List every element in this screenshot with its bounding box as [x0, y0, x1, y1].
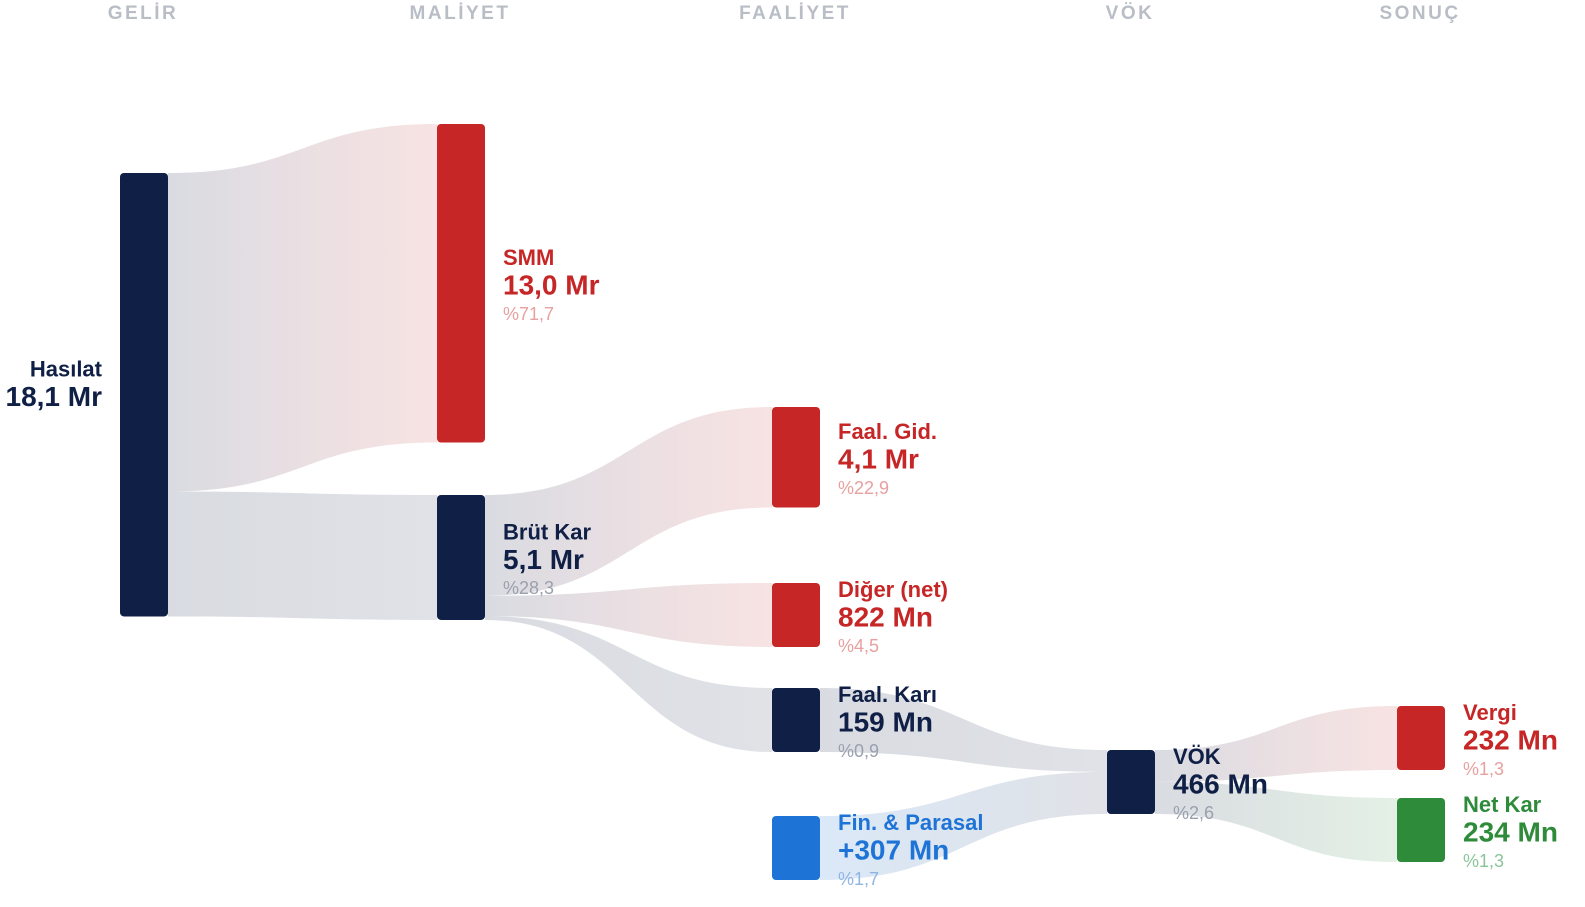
chart: Hasılat18,1 Mr SMM13,0 Mr %71,7 Brüt Kar5,1… [0, 0, 1585, 907]
flow [168, 124, 437, 492]
column-title: GELİR [108, 3, 179, 24]
node-name: Vergi [1463, 700, 1517, 725]
node-value: 822 Mn [838, 601, 933, 632]
node [1107, 750, 1155, 814]
node-name: Net Kar [1463, 792, 1542, 817]
node-name: SMM [503, 245, 554, 270]
node-value: +307 Mn [838, 834, 949, 865]
node [772, 583, 820, 647]
node-name: Faal. Gid. [838, 419, 937, 444]
node-share: %22,9 [838, 478, 889, 498]
column-title: FAALİYET [739, 3, 851, 24]
page: {"chart_data": {"type": "sankey", "colum… [0, 0, 1585, 907]
node-share: %1,3 [1463, 759, 1504, 779]
node [1397, 706, 1445, 770]
node-value: 4,1 Mr [838, 444, 919, 475]
node [437, 124, 485, 443]
node-value: 5,1 Mr [503, 544, 584, 575]
node [1397, 798, 1445, 862]
node-value: 18,1 Mr [6, 381, 103, 412]
node-value: 234 Mn [1463, 816, 1558, 847]
node [772, 816, 820, 880]
node-share: %4,5 [838, 636, 879, 656]
node-share: %2,6 [1173, 803, 1214, 823]
node-share: %0,9 [838, 741, 879, 761]
node-name: Hasılat [30, 357, 103, 382]
node [772, 407, 820, 507]
node-name: VÖK [1173, 744, 1221, 769]
node-share: %71,7 [503, 304, 554, 324]
node-share: %28,3 [503, 578, 554, 598]
node-share: %1,3 [1463, 851, 1504, 871]
node-name: Brüt Kar [503, 519, 591, 544]
column-title: SONUÇ [1379, 3, 1460, 24]
node-value: 466 Mn [1173, 768, 1268, 799]
node-name: Diğer (net) [838, 577, 948, 602]
column-title: MALİYET [410, 3, 511, 24]
node-value: 13,0 Mr [503, 270, 600, 301]
node-value: 159 Mn [838, 706, 933, 737]
node [437, 495, 485, 620]
node-name: Fin. & Parasal [838, 810, 984, 835]
column-title: VÖK [1106, 3, 1155, 24]
node-value: 232 Mn [1463, 724, 1558, 755]
node-name: Faal. Karı [838, 682, 937, 707]
node-share: %1,7 [838, 869, 879, 889]
flow [168, 492, 437, 620]
node [120, 173, 168, 616]
node [772, 688, 820, 752]
